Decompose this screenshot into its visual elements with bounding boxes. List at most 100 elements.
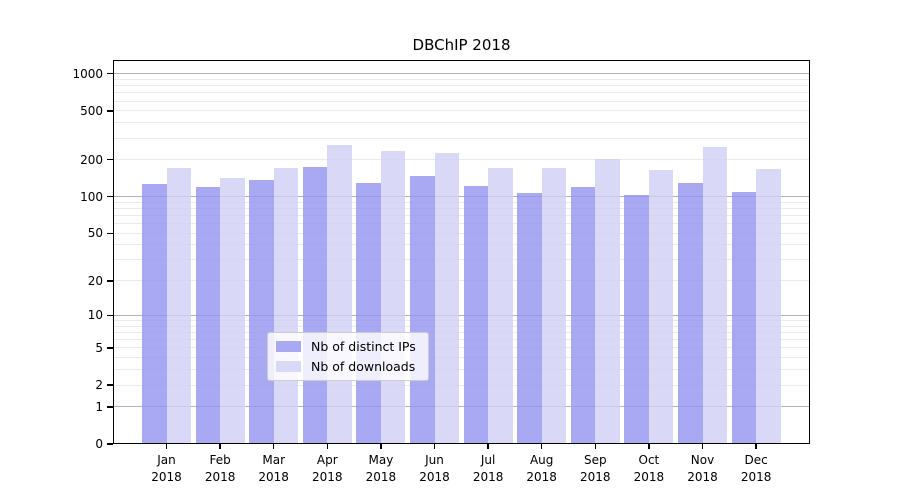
x-tick xyxy=(433,444,436,449)
major-gridline xyxy=(113,314,810,316)
x-tick-year: 2018 xyxy=(204,470,236,484)
y-tick-label: 0 xyxy=(95,437,103,451)
minor-gridline xyxy=(113,208,810,209)
bar-downloads-jan xyxy=(166,168,191,444)
x-tick-year: 2018 xyxy=(258,470,289,484)
y-tick xyxy=(107,280,113,282)
minor-gridline xyxy=(113,110,810,112)
bar-downloads-nov xyxy=(702,147,727,444)
bar-distinct-ips-mar xyxy=(249,180,274,444)
bar-downloads-apr xyxy=(327,144,352,444)
y-tick-label: 20 xyxy=(87,273,103,288)
x-tick-month: Jul xyxy=(480,453,496,467)
y-tick xyxy=(107,110,113,112)
bar-downloads-aug xyxy=(541,167,567,444)
bar-distinct-ips-nov xyxy=(678,183,703,444)
bar-distinct-ips-jul xyxy=(463,185,489,444)
minor-gridline xyxy=(113,85,810,87)
bar-distinct-ips-sep xyxy=(570,187,596,444)
x-tick-month: Aug xyxy=(529,453,554,467)
major-gridline xyxy=(113,73,810,75)
x-tick-month: Nov xyxy=(690,453,715,467)
x-tick xyxy=(326,444,328,449)
minor-gridline xyxy=(113,100,810,102)
x-tick-year: 2018 xyxy=(151,470,182,484)
x-tick-month: Mar xyxy=(262,453,285,467)
minor-gridline xyxy=(113,232,810,234)
x-tick-label-jul: Jul 2018 xyxy=(456,452,520,486)
bar-distinct-ips-aug xyxy=(517,192,542,444)
x-tick-label-nov: Nov 2018 xyxy=(671,452,735,486)
x-tick xyxy=(165,444,168,449)
x-tick xyxy=(219,444,221,449)
minor-gridline xyxy=(113,339,810,341)
bar-distinct-ips-jun xyxy=(410,175,435,444)
bar-downloads-dec xyxy=(756,168,781,444)
y-tick-label: 100 xyxy=(80,189,103,204)
x-tick-label-mar: Mar 2018 xyxy=(242,452,306,486)
legend-swatch-distinct-ips xyxy=(276,341,301,352)
x-tick-year: 2018 xyxy=(580,470,611,484)
x-tick-label-may: May 2018 xyxy=(349,452,413,486)
x-tick-label-jun: Jun 2018 xyxy=(403,452,467,486)
x-tick-month: Feb xyxy=(209,453,231,467)
y-tick xyxy=(107,195,113,198)
minor-gridline xyxy=(113,78,810,80)
x-tick-label-apr: Apr 2018 xyxy=(295,452,359,486)
minor-gridline xyxy=(113,201,810,203)
x-tick xyxy=(648,444,650,449)
minor-gridline xyxy=(113,332,810,334)
x-tick-label-aug: Aug 2018 xyxy=(510,452,574,486)
bar-distinct-ips-jan xyxy=(142,183,167,444)
x-tick-month: Apr xyxy=(316,453,338,467)
minor-gridline xyxy=(113,347,810,349)
bar-distinct-ips-feb xyxy=(195,187,221,444)
x-tick xyxy=(487,444,489,449)
legend-swatch-downloads xyxy=(276,361,301,372)
y-tick xyxy=(107,73,113,75)
y-tick-label: 50 xyxy=(87,226,103,241)
y-tick xyxy=(107,232,113,234)
major-gridline xyxy=(113,196,810,198)
x-tick-label-oct: Oct 2018 xyxy=(617,452,681,486)
legend-entry-distinct-ips: Nb of distinct IPs xyxy=(276,339,416,354)
y-tick-label: 200 xyxy=(80,152,103,167)
x-tick-year: 2018 xyxy=(419,470,450,484)
bar-downloads-may xyxy=(380,150,406,444)
x-tick-year: 2018 xyxy=(365,470,397,484)
minor-gridline xyxy=(113,244,810,246)
x-tick-month: Jan xyxy=(157,453,176,467)
x-tick xyxy=(594,444,596,449)
x-tick xyxy=(273,444,275,449)
y-tick-label: 500 xyxy=(80,103,103,118)
minor-gridline xyxy=(113,215,810,217)
y-tick xyxy=(107,347,113,349)
minor-gridline xyxy=(113,259,810,261)
legend-entry-downloads: Nb of downloads xyxy=(276,359,416,374)
minor-gridline xyxy=(113,384,810,386)
x-tick-year: 2018 xyxy=(472,470,504,484)
x-tick-year: 2018 xyxy=(687,470,718,484)
minor-gridline xyxy=(113,137,810,139)
x-tick-month: Oct xyxy=(638,453,660,467)
minor-gridline xyxy=(113,320,810,322)
legend: Nb of distinct IPs Nb of downloads xyxy=(267,332,429,381)
chart-title: DBChIP 2018 xyxy=(412,36,511,54)
bar-distinct-ips-may xyxy=(356,182,381,444)
x-tick-label-feb: Feb 2018 xyxy=(188,452,252,486)
y-tick-label: 10 xyxy=(87,308,103,323)
bar-downloads-jul xyxy=(488,167,513,444)
x-tick xyxy=(755,444,757,449)
legend-label-downloads: Nb of downloads xyxy=(311,359,416,374)
minor-gridline xyxy=(113,122,810,124)
x-tick-month: Dec xyxy=(744,453,768,467)
x-tick-label-jan: Jan 2018 xyxy=(135,452,199,486)
x-tick-year: 2018 xyxy=(633,470,665,484)
y-tick xyxy=(107,443,113,445)
x-tick-year: 2018 xyxy=(312,470,343,484)
minor-gridline xyxy=(113,159,810,161)
x-tick-month: Sep xyxy=(583,453,607,467)
y-tick xyxy=(107,406,113,408)
bar-downloads-jun xyxy=(434,152,459,444)
plot-area: 0 1 2 5 10 20 50 100 200 500 1000 Jan 2018 Feb 2018 Mar… xyxy=(72,60,810,484)
